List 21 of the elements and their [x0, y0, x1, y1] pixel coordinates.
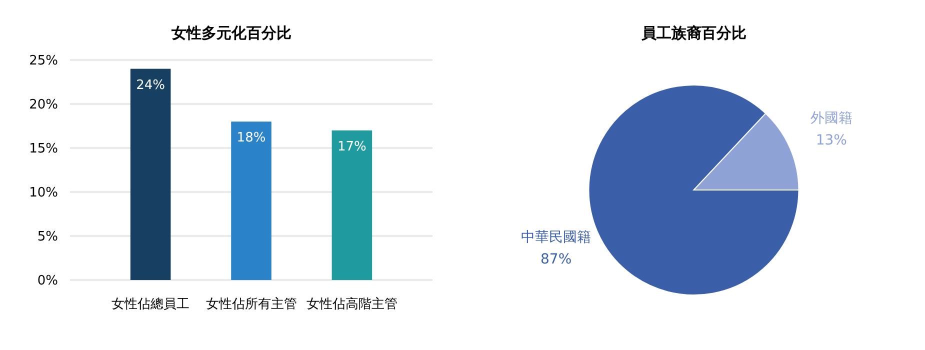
data-label: 18% — [236, 130, 266, 146]
y-tick-label: 10% — [29, 186, 58, 201]
bar — [130, 68, 171, 280]
bar — [332, 130, 372, 280]
y-tick-label: 20% — [29, 98, 58, 113]
data-label: 17% — [337, 139, 366, 154]
y-tick-label: 0% — [37, 274, 58, 289]
y-tick-label: 5% — [37, 230, 58, 245]
chart-title: 員工族裔百分比 — [640, 24, 746, 42]
data-label: 13% — [816, 132, 847, 148]
y-tick-label: 25% — [29, 54, 58, 69]
data-label: 87% — [540, 252, 572, 268]
slice-label: 中華民國籍 — [521, 230, 592, 246]
bar — [231, 122, 272, 280]
y-tick-label: 15% — [29, 142, 58, 157]
x-tick-label: 女性佔高階主管 — [306, 296, 398, 312]
x-tick-label: 女性佔所有主管 — [206, 296, 297, 312]
data-label: 24% — [136, 78, 166, 93]
chart-title: 女性多元化百分比 — [170, 24, 292, 42]
slice-label: 外國籍 — [810, 110, 852, 126]
x-tick-label: 女性佔總員工 — [112, 297, 190, 312]
